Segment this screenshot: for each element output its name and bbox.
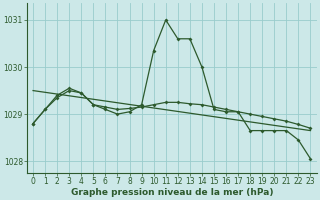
X-axis label: Graphe pression niveau de la mer (hPa): Graphe pression niveau de la mer (hPa) [70,188,273,197]
